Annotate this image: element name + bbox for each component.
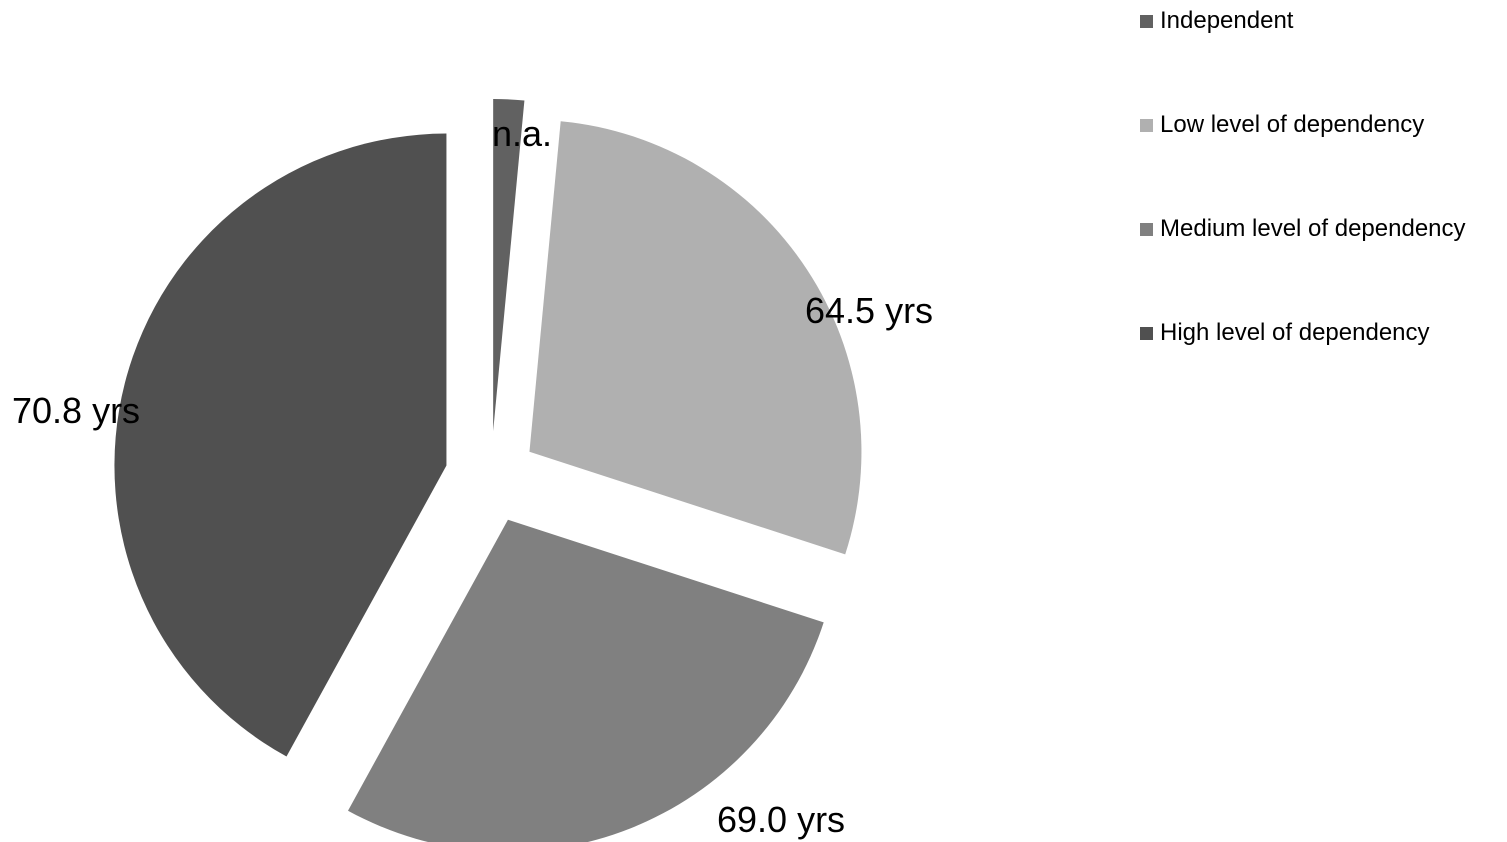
pie-slice-independent bbox=[493, 99, 525, 432]
data-label-low-dependency: 64.5 yrs bbox=[805, 290, 933, 331]
pie-slices bbox=[114, 99, 862, 842]
legend-item-independent: Independent bbox=[1140, 6, 1502, 110]
legend-swatch-independent bbox=[1140, 15, 1153, 28]
data-label-independent: n.a. bbox=[492, 113, 552, 154]
legend-label-independent: Independent bbox=[1160, 7, 1294, 34]
pie-slice-high-dependency bbox=[114, 133, 447, 757]
data-label-medium-dependency: 69.0 yrs bbox=[717, 799, 845, 840]
pie-slice-medium-dependency bbox=[347, 519, 824, 842]
legend-item-high-dependency: High level of dependency bbox=[1140, 318, 1502, 422]
legend-swatch-medium-dependency bbox=[1140, 223, 1153, 236]
legend-item-low-dependency: Low level of dependency bbox=[1140, 110, 1502, 214]
legend-swatch-high-dependency bbox=[1140, 327, 1153, 340]
legend-swatch-low-dependency bbox=[1140, 119, 1153, 132]
legend-label-low-dependency: Low level of dependency bbox=[1160, 111, 1425, 138]
data-label-high-dependency: 70.8 yrs bbox=[12, 390, 140, 431]
legend-item-medium-dependency: Medium level of dependency bbox=[1140, 214, 1502, 318]
legend-label-high-dependency: High level of dependency bbox=[1160, 319, 1430, 346]
pie-data-labels: n.a. 64.5 yrs 69.0 yrs 70.8 yrs bbox=[12, 113, 933, 840]
legend-label-medium-dependency: Medium level of dependency bbox=[1160, 215, 1466, 242]
chart-legend: Independent Low level of dependency Medi… bbox=[1140, 6, 1502, 422]
pie-slice-low-dependency bbox=[529, 121, 862, 555]
